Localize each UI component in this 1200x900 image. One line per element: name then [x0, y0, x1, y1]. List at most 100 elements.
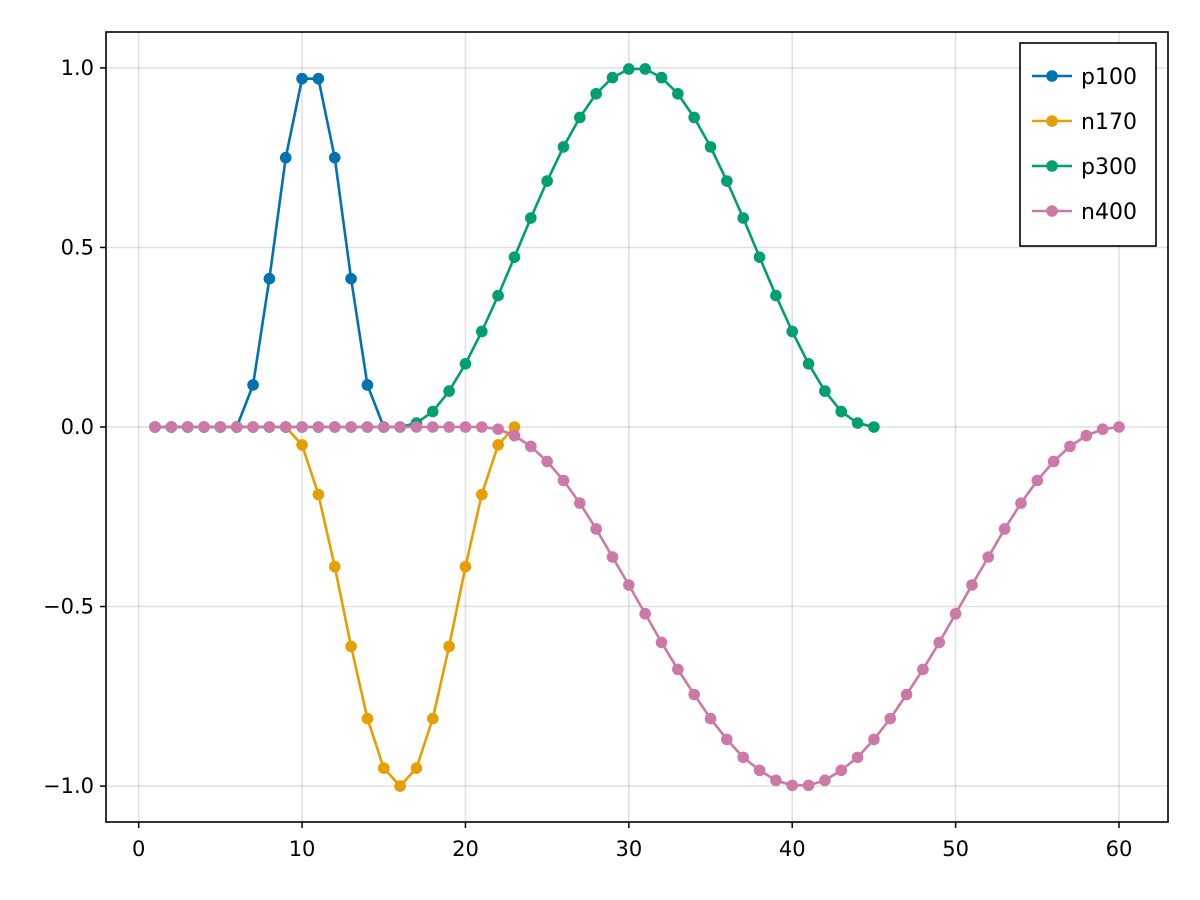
legend-marker	[1046, 70, 1058, 82]
data-point-n400	[181, 421, 194, 433]
data-point-p300	[737, 212, 749, 224]
data-point-n400	[1096, 423, 1109, 435]
y-tick-label: 0.0	[61, 415, 94, 439]
data-point-n400	[443, 421, 455, 433]
data-point-p300	[606, 71, 619, 84]
data-point-n400	[900, 688, 913, 701]
data-point-p300	[590, 87, 602, 100]
data-point-n170	[508, 421, 521, 433]
data-point-n400	[1015, 497, 1027, 509]
data-point-n400	[721, 733, 733, 746]
data-point-n400	[835, 764, 848, 777]
legend-label: n170	[1081, 110, 1137, 135]
data-point-p300	[459, 358, 472, 370]
data-point-p300	[835, 405, 848, 418]
data-point-n400	[475, 421, 488, 433]
data-point-n400	[377, 421, 390, 433]
data-point-p300	[688, 111, 700, 124]
x-tick-label: 60	[1106, 837, 1133, 861]
legend-marker	[1046, 160, 1058, 172]
data-point-p300	[655, 71, 668, 84]
data-point-n400	[786, 779, 799, 792]
data-point-p100	[296, 72, 308, 85]
data-point-n400	[410, 421, 423, 433]
data-point-p300	[672, 87, 684, 100]
data-point-n400	[688, 688, 700, 701]
data-point-n400	[296, 421, 308, 433]
data-point-n400	[802, 779, 815, 792]
data-point-n400	[917, 663, 929, 676]
x-tick-label: 10	[289, 837, 316, 861]
data-point-n400	[1080, 429, 1093, 442]
data-point-n170	[443, 640, 455, 653]
y-tick-label: −1.0	[43, 774, 94, 798]
data-point-p300	[541, 175, 553, 187]
legend-item-n170: n170	[1032, 110, 1137, 135]
data-point-n400	[753, 764, 766, 777]
data-point-p300	[721, 175, 733, 187]
data-point-n400	[1047, 455, 1060, 468]
y-tick-label: −0.5	[43, 595, 94, 619]
data-point-n170	[394, 780, 406, 792]
data-point-p100	[279, 151, 292, 164]
legend-item-n400: n400	[1032, 200, 1137, 225]
data-point-n400	[933, 636, 946, 649]
legend-marker	[1046, 115, 1058, 127]
data-point-p100	[247, 379, 259, 391]
data-point-n400	[590, 523, 602, 535]
data-point-p300	[639, 63, 651, 75]
data-point-p300	[557, 141, 570, 153]
data-point-n400	[868, 733, 880, 746]
data-point-p300	[704, 141, 717, 153]
series-n400	[149, 421, 1125, 792]
data-point-n400	[1113, 421, 1125, 433]
data-point-n400	[574, 497, 586, 509]
y-tick-label: 0.5	[61, 235, 94, 259]
data-point-p300	[623, 63, 635, 75]
axis-ticks	[100, 67, 1120, 828]
data-point-n400	[345, 421, 357, 433]
data-point-n400	[998, 523, 1011, 535]
data-point-n400	[639, 607, 651, 620]
data-point-p300	[426, 405, 439, 418]
data-point-n170	[345, 640, 357, 653]
data-point-n400	[459, 421, 472, 433]
y-tick-labels: 1.0 0.5 0.0 −0.5 −1.0	[43, 56, 94, 798]
data-point-p300	[851, 417, 864, 429]
data-point-p300	[770, 289, 782, 302]
data-point-n170	[410, 762, 423, 774]
data-point-n400	[557, 474, 570, 487]
data-point-n400	[884, 712, 897, 725]
data-point-n400	[1031, 474, 1044, 487]
data-point-p100	[263, 272, 276, 285]
data-point-n400	[966, 579, 978, 591]
data-point-n400	[672, 663, 684, 676]
data-point-p300	[868, 421, 880, 433]
data-point-n170	[328, 560, 341, 573]
data-point-n170	[296, 439, 308, 451]
data-point-n400	[770, 774, 782, 787]
data-point-p300	[508, 251, 521, 263]
data-point-n400	[541, 455, 553, 468]
data-point-n400	[819, 774, 831, 787]
data-point-n400	[737, 751, 749, 764]
data-point-n400	[492, 423, 504, 435]
data-point-n400	[1064, 440, 1076, 453]
data-point-n400	[263, 421, 276, 433]
data-point-n400	[361, 421, 374, 433]
data-point-n170	[475, 488, 488, 501]
data-point-p300	[819, 385, 831, 397]
data-point-n400	[312, 421, 325, 433]
data-point-n170	[459, 560, 472, 573]
x-tick-label: 40	[779, 837, 806, 861]
data-point-n400	[165, 421, 178, 433]
data-point-p300	[574, 111, 586, 124]
data-point-n400	[606, 551, 619, 563]
legend-marker	[1046, 205, 1058, 217]
data-point-n400	[704, 712, 717, 725]
x-tick-label: 0	[132, 837, 145, 861]
data-point-n400	[655, 636, 668, 649]
legend-label: p300	[1081, 155, 1137, 180]
